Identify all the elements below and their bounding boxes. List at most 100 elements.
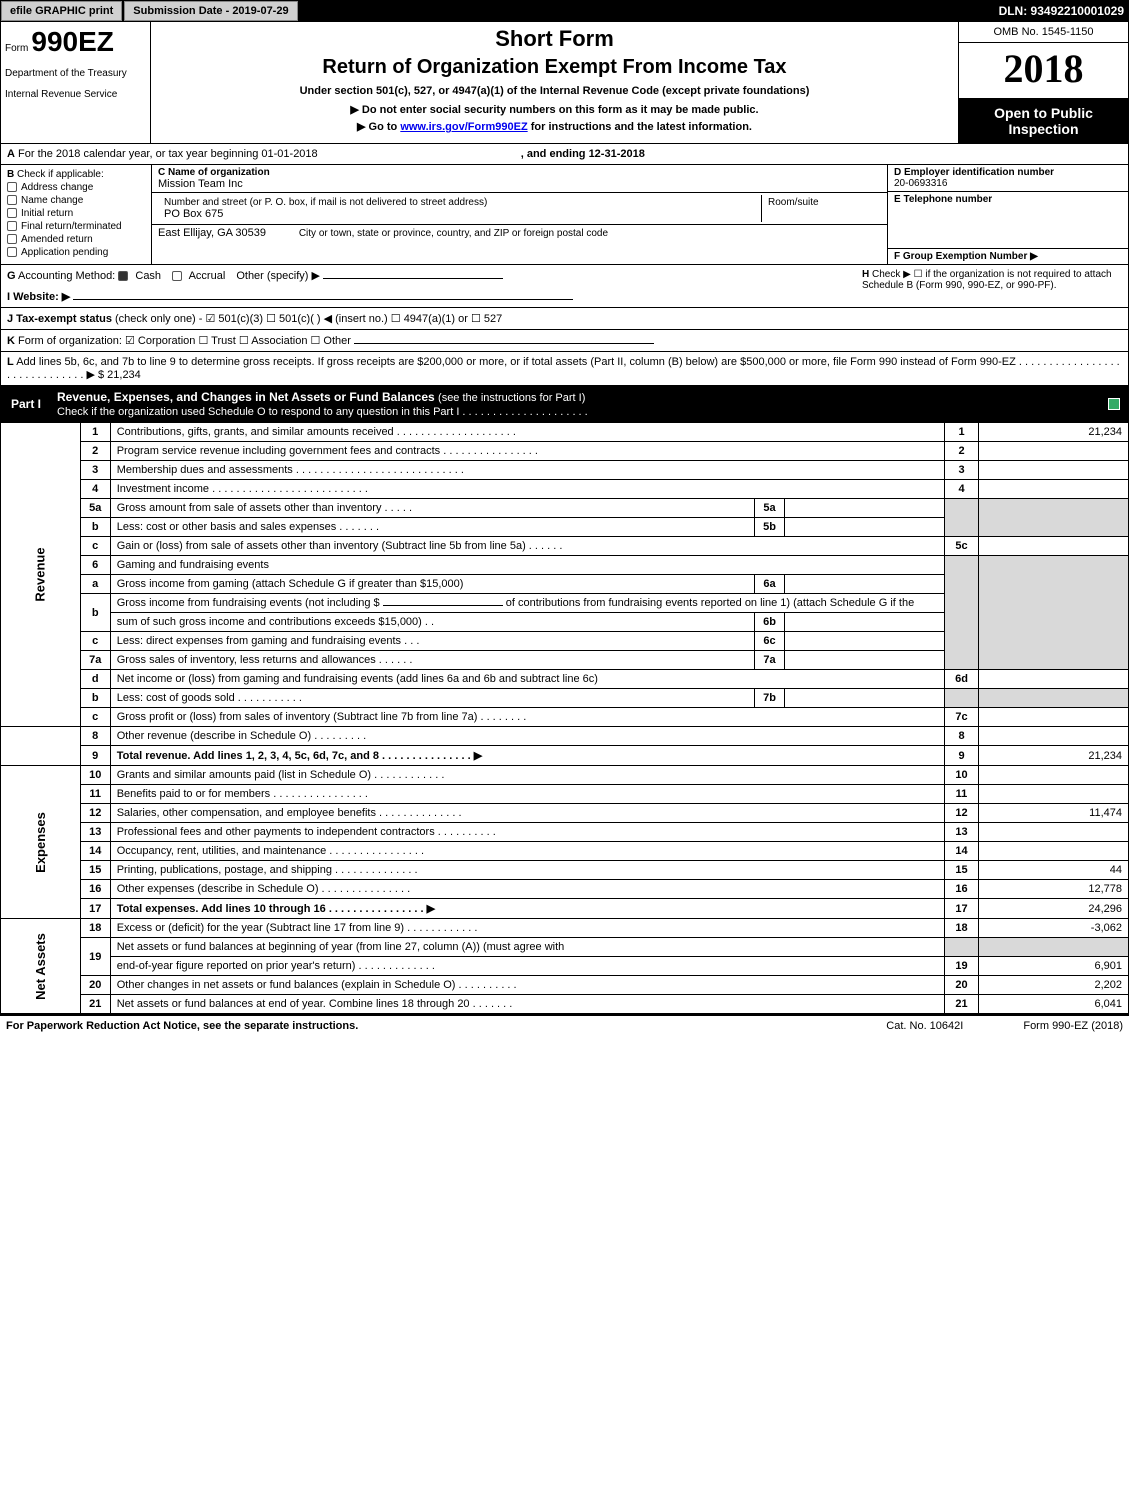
- line-ref: 14: [945, 842, 979, 861]
- cash-label: Cash: [135, 270, 161, 282]
- group-exempt-box: F Group Exemption Number ▶: [888, 249, 1128, 264]
- other-label: Other (specify) ▶: [236, 270, 320, 282]
- line-num: 3: [80, 461, 110, 480]
- line-amount: 6,901: [979, 957, 1129, 976]
- line-num: 17: [80, 899, 110, 919]
- form-number: 990EZ: [31, 26, 114, 57]
- line-amount: [979, 727, 1129, 746]
- line-num: 5a: [80, 499, 110, 518]
- line-ref: 7c: [945, 708, 979, 727]
- j-text: (check only one) - ☑ 501(c)(3) ☐ 501(c)(…: [115, 313, 502, 325]
- label-a: A: [7, 148, 15, 160]
- table-row: 17 Total expenses. Add lines 10 through …: [1, 899, 1129, 919]
- revenue-rail: Revenue: [1, 423, 81, 727]
- table-row: 13 Professional fees and other payments …: [1, 823, 1129, 842]
- checkbox-checked-icon: [1108, 398, 1120, 410]
- line-desc: Gross income from fundraising events (no…: [110, 594, 944, 613]
- goto-link[interactable]: www.irs.gov/Form990EZ: [400, 121, 527, 133]
- under-section: Under section 501(c), 527, or 4947(a)(1)…: [159, 85, 950, 97]
- revenue-rail-cont: [1, 727, 81, 766]
- line-desc: end-of-year figure reported on prior yea…: [110, 957, 944, 976]
- checkbox-icon: [7, 247, 17, 257]
- mini-ref: 5b: [755, 518, 785, 537]
- efile-print-button[interactable]: efile GRAPHIC print: [1, 1, 122, 21]
- room-box: Room/suite: [761, 195, 881, 222]
- shade-cell: [979, 689, 1129, 708]
- table-row: 14 Occupancy, rent, utilities, and maint…: [1, 842, 1129, 861]
- c-label: C Name of organization: [158, 167, 881, 178]
- e-label: E Telephone number: [894, 194, 1122, 205]
- chk-initial[interactable]: Initial return: [7, 208, 145, 219]
- part1-checkbox[interactable]: [1108, 398, 1128, 410]
- line-desc: Other changes in net assets or fund bala…: [110, 976, 944, 995]
- mini-val: [785, 518, 945, 537]
- chk-final[interactable]: Final return/terminated: [7, 221, 145, 232]
- line-num: 12: [80, 804, 110, 823]
- line-num: 2: [80, 442, 110, 461]
- line-ref: 6d: [945, 670, 979, 689]
- line-amount: [979, 461, 1129, 480]
- label-g: G: [7, 270, 16, 282]
- part1-header: Part I Revenue, Expenses, and Changes in…: [0, 386, 1129, 423]
- line-ref: 15: [945, 861, 979, 880]
- line-desc: Total expenses. Add lines 10 through 16 …: [110, 899, 944, 919]
- shade-cell: [979, 499, 1129, 537]
- line-num: 13: [80, 823, 110, 842]
- top-bar: efile GRAPHIC print Submission Date - 20…: [0, 0, 1129, 22]
- open-public-1: Open to Public: [963, 105, 1124, 121]
- k-text: Form of organization: ☑ Corporation ☐ Tr…: [18, 335, 351, 347]
- line-num: 1: [80, 423, 110, 442]
- chk-address[interactable]: Address change: [7, 182, 145, 193]
- line-num: 14: [80, 842, 110, 861]
- line-num: 19: [80, 938, 110, 976]
- line-desc: Total revenue. Add lines 1, 2, 3, 4, 5c,…: [110, 746, 944, 766]
- line-amount: [979, 442, 1129, 461]
- table-row: end-of-year figure reported on prior yea…: [1, 957, 1129, 976]
- mini-val: [785, 575, 945, 594]
- room-label: Room/suite: [768, 197, 875, 208]
- open-public: Open to Public Inspection: [959, 99, 1128, 143]
- org-info: C Name of organization Mission Team Inc …: [151, 165, 888, 264]
- section-k: K Form of organization: ☑ Corporation ☐ …: [0, 330, 1129, 352]
- shade-cell: [945, 499, 979, 537]
- addr-value: PO Box 675: [164, 208, 755, 220]
- mini-ref: 6a: [755, 575, 785, 594]
- line-num: c: [80, 632, 110, 651]
- line-num: 16: [80, 880, 110, 899]
- id-info: D Employer identification number 20-0693…: [888, 165, 1128, 264]
- label-k: K: [7, 335, 15, 347]
- checkbox-icon: [7, 221, 17, 231]
- table-row: 19 Net assets or fund balances at beginn…: [1, 938, 1129, 957]
- table-row: c Gain or (loss) from sale of assets oth…: [1, 537, 1129, 556]
- line-desc: Contributions, gifts, grants, and simila…: [110, 423, 944, 442]
- line-ref: 5c: [945, 537, 979, 556]
- line-desc: Excess or (deficit) for the year (Subtra…: [110, 919, 944, 938]
- label-i: I Website: ▶: [7, 291, 70, 303]
- table-row: 20 Other changes in net assets or fund b…: [1, 976, 1129, 995]
- footer-catno: Cat. No. 10642I: [886, 1020, 963, 1032]
- goto-post: for instructions and the latest informat…: [531, 121, 752, 133]
- line-desc: Occupancy, rent, utilities, and maintena…: [110, 842, 944, 861]
- line-desc: Net income or (loss) from gaming and fun…: [110, 670, 944, 689]
- goto-pre: ▶ Go to: [357, 121, 400, 133]
- line-desc: Program service revenue including govern…: [110, 442, 944, 461]
- line-num: 11: [80, 785, 110, 804]
- chk-amended[interactable]: Amended return: [7, 234, 145, 245]
- org-name-box: C Name of organization Mission Team Inc: [152, 165, 887, 193]
- line-ref: 17: [945, 899, 979, 919]
- chk-pending[interactable]: Application pending: [7, 247, 145, 258]
- chk-name[interactable]: Name change: [7, 195, 145, 206]
- part1-table: Revenue 1 Contributions, gifts, grants, …: [0, 423, 1129, 1014]
- table-row: 4 Investment income . . . . . . . . . . …: [1, 480, 1129, 499]
- table-row: 6 Gaming and fundraising events: [1, 556, 1129, 575]
- line-amount: [979, 842, 1129, 861]
- line-num: a: [80, 575, 110, 594]
- line-num: 21: [80, 995, 110, 1014]
- footer-form: Form 990-EZ (2018): [1023, 1020, 1123, 1032]
- dln-label: DLN: 93492210001029: [995, 1, 1128, 21]
- open-public-2: Inspection: [963, 121, 1124, 137]
- line-ref: 21: [945, 995, 979, 1014]
- section-a-ending: , and ending 12-31-2018: [521, 148, 645, 160]
- part1-title: Revenue, Expenses, and Changes in Net As…: [51, 386, 594, 422]
- mini-val: [785, 499, 945, 518]
